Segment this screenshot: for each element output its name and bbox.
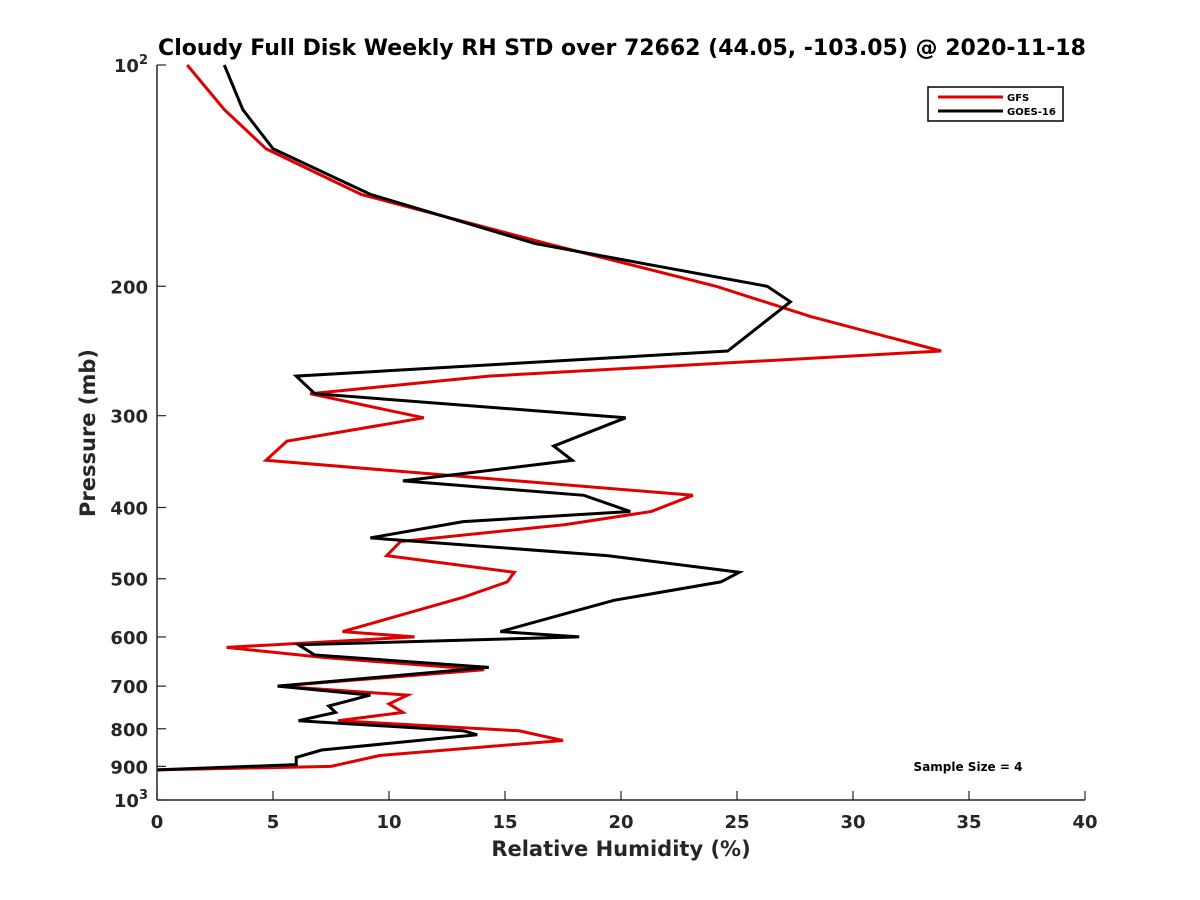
axes [156,65,1085,801]
y-tick-label: 800 [110,720,148,741]
x-tick-label: 0 [151,812,164,833]
y-tick-label: 102 [114,53,148,77]
y-tick-label: 300 [110,407,148,428]
x-tick-label: 40 [1072,812,1097,833]
legend-entry: GFS [1007,93,1029,104]
y-tick-label: 103 [114,788,148,812]
x-tick-label: 10 [376,812,401,833]
y-tick-label: 700 [110,677,148,698]
legend-box [927,86,1064,122]
sample-size-annotation: Sample Size = 4 [914,760,1023,774]
x-tick-label: 25 [724,812,749,833]
y-tick-label: 400 [110,499,148,520]
ticks: 0 5 10 15 20 25 30 35 40 102 200 300 400 500 600 700 800… [110,53,1097,833]
y-tick-label: 200 [110,277,148,298]
x-tick-label: 35 [956,812,981,833]
y-axis-label: Pressure (mb) [76,349,100,517]
series-line-gfs [156,64,942,772]
legend: GFS GOES-16 [927,86,1064,122]
series-line-goes-16 [156,64,793,772]
y-tick-label: 900 [110,757,148,778]
x-tick-label: 5 [267,812,280,833]
plot-lines [156,64,942,772]
y-tick-label: 500 [110,570,148,591]
legend-entry: GOES-16 [1007,107,1056,118]
y-tick-label: 600 [110,628,148,649]
x-tick-label: 20 [608,812,633,833]
x-tick-label: 30 [840,812,865,833]
x-axis-label: Relative Humidity (%) [491,837,750,861]
chart-title: Cloudy Full Disk Weekly RH STD over 7266… [158,36,1086,61]
x-tick-label: 15 [492,812,517,833]
